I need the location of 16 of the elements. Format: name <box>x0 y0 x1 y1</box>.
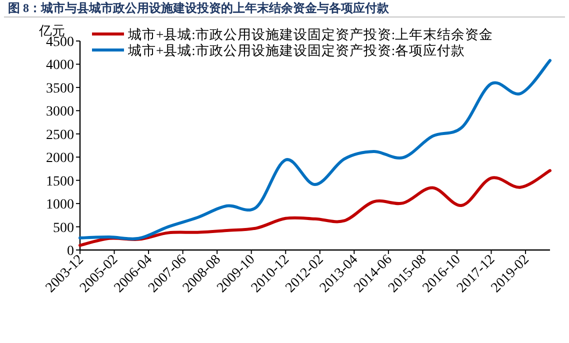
legend-label: 城市+县城:市政公用设施建设固定资产投资:各项应付款 <box>127 43 466 58</box>
y-tick-label: 1500 <box>46 174 74 190</box>
y-tick-label: 4500 <box>46 35 74 50</box>
y-tick-label: 500 <box>53 220 74 236</box>
y-tick-label: 3500 <box>46 81 74 96</box>
y-tick-label: 2000 <box>46 151 74 166</box>
chart-title: 图 8：城市与县城市政公用设施建设投资的上年末结余资金与各项应付款 <box>8 1 390 15</box>
y-tick-label: 4000 <box>46 58 74 74</box>
y-axis-title: 亿元 <box>38 23 65 38</box>
y-tick-label: 2500 <box>46 128 74 143</box>
line-series <box>78 59 552 240</box>
y-tick-label: 1000 <box>46 198 74 213</box>
y-tick-label: 0 <box>67 244 74 259</box>
y-tick-label: 3000 <box>46 104 74 120</box>
legend-label: 城市+县城:市政公用设施建设固定资产投资:上年末结余资金 <box>127 27 494 42</box>
line-series <box>78 169 552 247</box>
